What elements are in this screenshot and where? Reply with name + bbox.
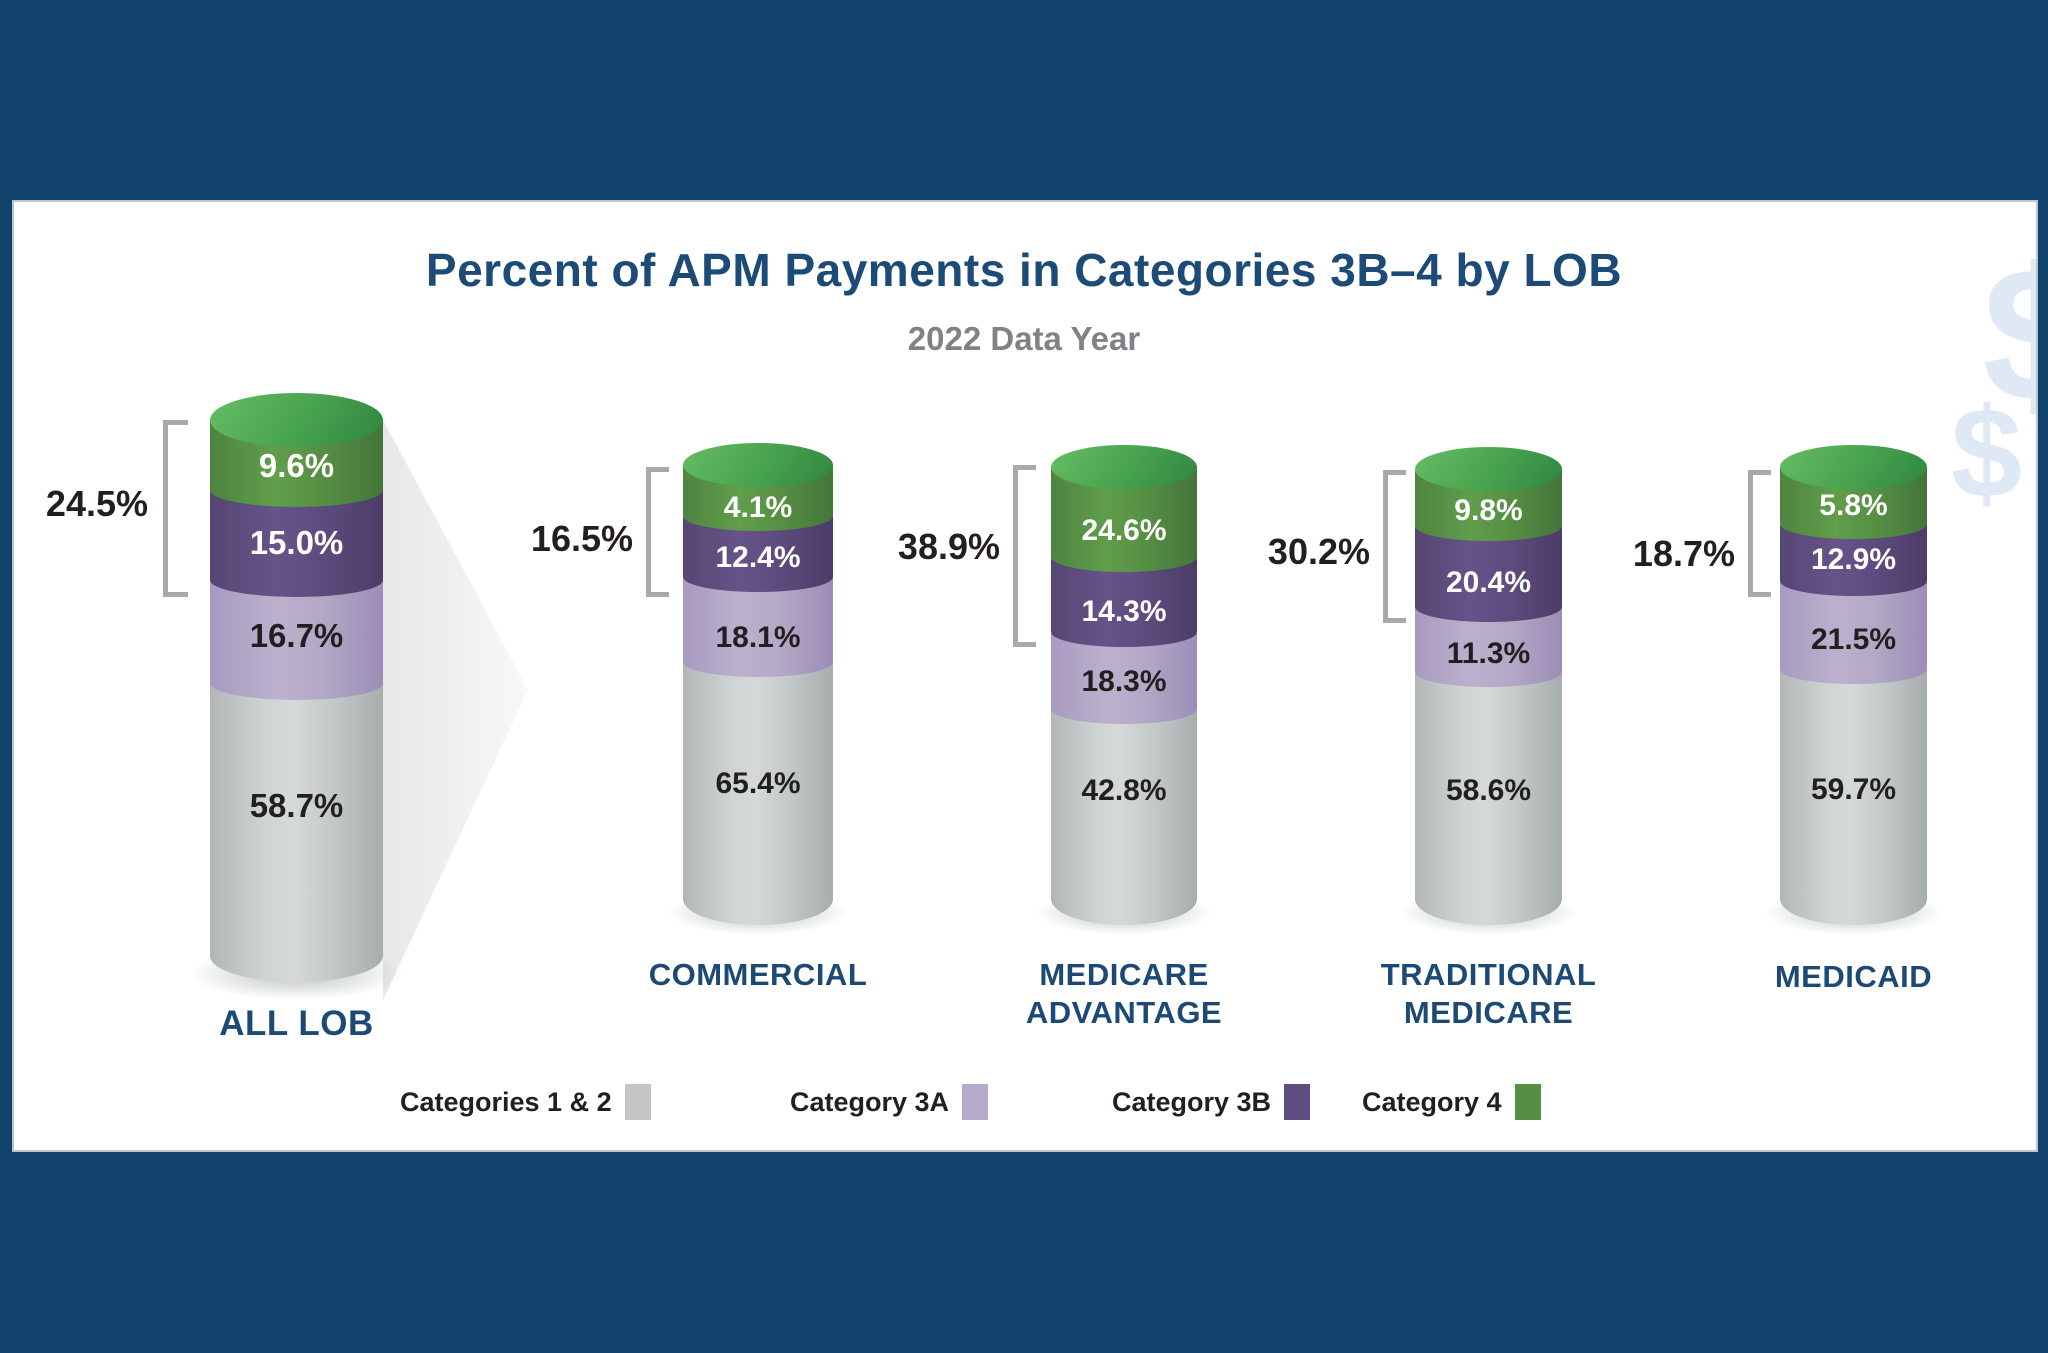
value-label-category-3a: 21.5% [1810, 623, 1897, 656]
legend-item-categories-1-2: Categories 1 & 2 [400, 1082, 651, 1122]
bracket-total-medicare-advantage: 38.9% [897, 526, 1000, 567]
bracket-total-all-lob: 24.5% [45, 483, 148, 524]
chart-subtitle: 2022 Data Year [907, 320, 1141, 357]
legend-swatch-gray [624, 1084, 651, 1120]
cylinder-all-lob: 9.6% 15.0% 16.7% 58.7% ALL LOB [188, 393, 405, 1073]
cylinder-top-face [683, 443, 833, 487]
segment-categories-1-2 [1415, 673, 1562, 925]
segment-category-3a [210, 580, 383, 700]
value-label-category-3a: 18.3% [1081, 665, 1167, 698]
bracket-traditional-medicare [1383, 470, 1406, 623]
value-label-categories-1-2: 58.7% [249, 787, 344, 824]
category-label-line2: ADVANTAGE [1025, 995, 1223, 1030]
bracket-medicare-advantage [1013, 465, 1036, 647]
value-label-category-3b: 12.4% [715, 541, 801, 574]
bracket-commercial [646, 467, 669, 597]
segment-category-3b [1051, 558, 1197, 647]
category-label-traditional-medicare: TRADITIONAL MEDICARE [1345, 956, 1632, 1032]
segment-categories-1-2 [1780, 670, 1927, 925]
category-label-commercial: COMMERCIAL [648, 957, 868, 992]
value-label-categories-1-2: 59.7% [1810, 773, 1897, 806]
cylinder-top-face [210, 393, 383, 447]
bracket-total-medicaid: 18.7% [1632, 533, 1735, 574]
legend-swatch-lavender [962, 1084, 989, 1120]
value-label-category-3b: 12.9% [1810, 543, 1897, 576]
value-label-category-3a: 11.3% [1446, 637, 1531, 670]
value-label-category-4: 4.1% [723, 491, 793, 524]
category-label-medicare-advantage: MEDICARE ADVANTAGE [981, 956, 1267, 1032]
value-label-category-4: 24.6% [1081, 514, 1167, 547]
value-label-category-4: 5.8% [1819, 489, 1888, 522]
segment-categories-1-2 [1051, 710, 1197, 925]
legend-label: Category 3A [790, 1086, 950, 1117]
bracket-medicaid [1748, 470, 1771, 597]
cylinder-traditional-medicare: 9.8% 20.4% 11.3% 58.6% TRADITIONAL MEDIC… [1381, 447, 1596, 1067]
value-label-category-3b: 15.0% [249, 524, 344, 561]
value-label-category-3a: 16.7% [249, 617, 344, 654]
chart-title: Percent of APM Payments in Categories 3B… [425, 244, 1623, 296]
cylinder-top-face [1415, 447, 1562, 491]
cylinder-medicaid: 5.8% 12.9% 21.5% 59.7% MEDICAID [1764, 445, 1943, 1065]
segment-category-3a [1051, 633, 1197, 724]
segment-category-3a [1780, 582, 1927, 684]
legend-label: Category 3B [1112, 1086, 1272, 1117]
value-label-category-3b: 14.3% [1081, 595, 1167, 628]
segment-categories-1-2 [683, 663, 833, 925]
bracket-total-commercial: 16.5% [530, 518, 633, 559]
value-label-category-4: 9.6% [258, 447, 335, 484]
legend-item-category-4: Category 4 [1362, 1082, 1541, 1122]
legend-item-category-3b: Category 3B [1112, 1082, 1311, 1122]
dollar-watermark-icon: $ [1950, 382, 2022, 525]
value-label-category-4: 9.8% [1454, 494, 1523, 527]
cylinder-top-face [1780, 445, 1927, 489]
legend-swatch-purple [1284, 1084, 1311, 1120]
category-label-line1: TRADITIONAL [1380, 957, 1597, 992]
value-label-categories-1-2: 58.6% [1445, 774, 1532, 807]
legend-label: Categories 1 & 2 [400, 1086, 612, 1117]
value-label-category-3b: 20.4% [1445, 566, 1532, 599]
value-label-categories-1-2: 65.4% [715, 767, 801, 800]
cylinder-medicare-advantage: 24.6% 14.3% 18.3% 42.8% MEDICARE ADVANTA… [1026, 445, 1222, 1065]
segment-category-3b [210, 490, 383, 597]
bracket-total-traditional-medicare: 30.2% [1267, 531, 1370, 572]
segment-category-3a [683, 578, 833, 677]
category-label-line1: MEDICARE [1039, 957, 1209, 992]
segment-categories-1-2 [210, 683, 383, 982]
bracket-all-lob [163, 420, 188, 597]
value-label-categories-1-2: 42.8% [1081, 774, 1167, 807]
category-label-all-lob: ALL LOB [219, 1004, 374, 1043]
dollar-watermark-icon: $ [1982, 240, 2036, 430]
legend-label: Category 4 [1362, 1086, 1502, 1117]
value-label-category-3a: 18.1% [715, 621, 801, 654]
cylinder-commercial: 4.1% 12.4% 18.1% 65.4% COMMERCIAL [649, 443, 867, 1063]
segment-category-3b [1415, 527, 1562, 622]
cylinder-top-face [1051, 445, 1197, 489]
category-label-medicaid: MEDICAID [1774, 959, 1933, 994]
category-label-line2: MEDICARE [1403, 995, 1574, 1030]
legend-swatch-green [1514, 1084, 1541, 1120]
legend-item-category-3a: Category 3A [790, 1082, 989, 1122]
